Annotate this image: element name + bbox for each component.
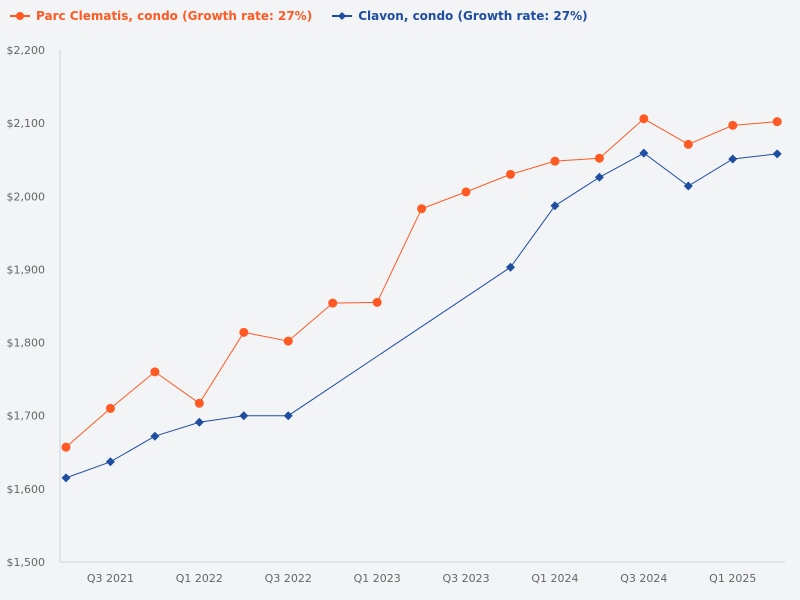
data-point	[506, 262, 515, 272]
data-point	[239, 327, 249, 337]
y-tick-label: $1,600	[7, 483, 46, 496]
x-tick-label: Q1 2022	[176, 572, 223, 585]
data-point	[105, 403, 115, 413]
x-tick-label: Q3 2024	[620, 572, 667, 585]
data-point	[105, 457, 115, 467]
x-tick-label: Q3 2021	[87, 572, 134, 585]
x-tick-label: Q3 2023	[442, 572, 489, 585]
x-tick-label: Q1 2025	[709, 572, 756, 585]
y-tick-label: $2,200	[7, 44, 46, 57]
data-point	[239, 411, 249, 421]
legend: Parc Clematis, condo (Growth rate: 27%) …	[10, 9, 588, 23]
legend-label: Clavon, condo (Growth rate: 27%)	[358, 9, 588, 23]
data-point	[550, 156, 560, 166]
series-line-0	[65, 118, 778, 448]
legend-item-parc-clematis[interactable]: Parc Clematis, condo (Growth rate: 27%)	[10, 9, 312, 23]
x-tick-label: Q1 2024	[531, 572, 578, 585]
y-tick-label: $1,500	[7, 556, 46, 569]
data-point	[194, 398, 204, 408]
data-point	[194, 417, 204, 427]
y-tick-label: $2,000	[7, 190, 46, 203]
data-point	[506, 169, 515, 179]
data-point	[772, 149, 782, 159]
data-point	[639, 148, 649, 158]
data-point	[372, 297, 382, 307]
data-point	[683, 181, 693, 191]
legend-item-clavon[interactable]: Clavon, condo (Growth rate: 27%)	[332, 9, 588, 23]
data-point	[61, 442, 71, 452]
data-point	[283, 411, 293, 421]
data-point	[594, 153, 604, 163]
data-point	[283, 336, 293, 346]
data-point	[594, 172, 604, 182]
y-tick-label: $1,700	[7, 410, 46, 423]
data-point	[728, 120, 738, 130]
data-point	[728, 154, 738, 164]
x-tick-label: Q3 2022	[265, 572, 312, 585]
data-point	[328, 298, 338, 308]
y-tick-label: $1,800	[7, 337, 46, 350]
data-point	[150, 431, 160, 441]
legend-diamond-marker-icon	[332, 12, 353, 20]
legend-label: Parc Clematis, condo (Growth rate: 27%)	[36, 9, 313, 23]
data-point	[639, 114, 649, 124]
y-tick-label: $2,100	[7, 117, 46, 130]
data-point	[61, 473, 71, 483]
y-tick-label: $1,900	[7, 263, 46, 276]
data-point	[683, 139, 693, 149]
data-point	[417, 204, 427, 214]
data-point	[461, 187, 471, 197]
data-point	[150, 367, 160, 377]
legend-circle-marker-icon	[10, 12, 30, 20]
data-point	[772, 117, 782, 127]
series-line-1	[65, 152, 778, 479]
x-tick-label: Q1 2023	[354, 572, 401, 585]
data-point	[550, 201, 560, 211]
